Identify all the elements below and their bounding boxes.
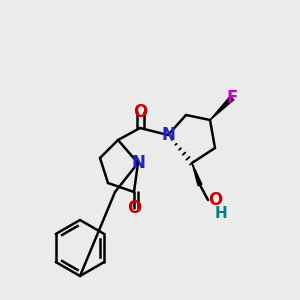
Text: F: F [226,89,238,107]
Text: O: O [127,199,141,217]
Polygon shape [192,163,202,186]
Text: O: O [133,103,147,121]
Text: N: N [131,154,145,172]
Text: N: N [161,126,175,144]
Text: H: H [215,206,228,220]
Polygon shape [210,96,234,120]
Text: O: O [208,191,222,209]
